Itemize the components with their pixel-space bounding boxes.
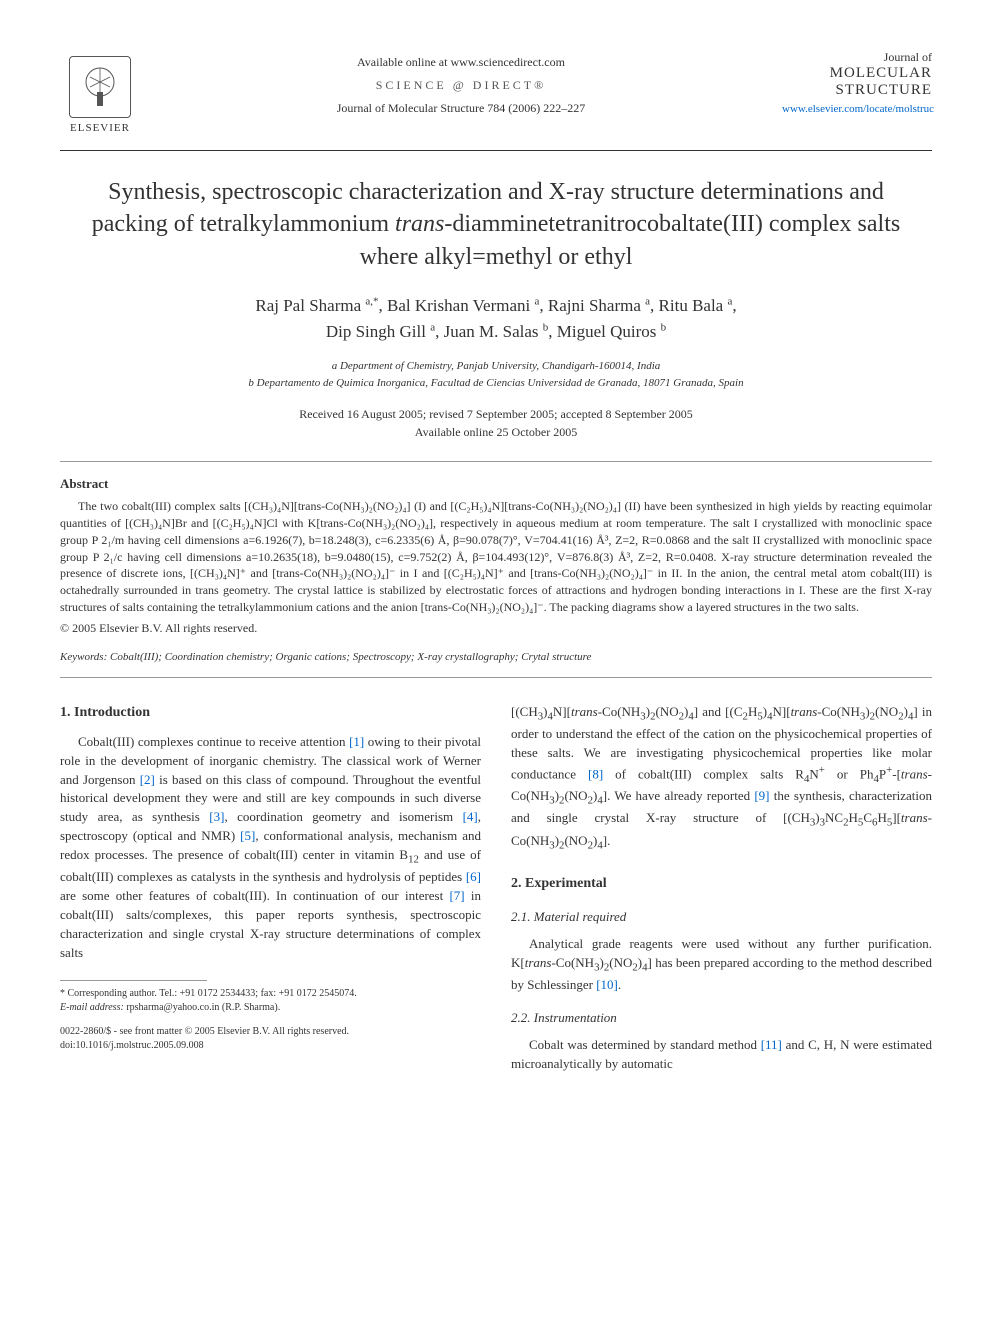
email-line: E-mail address: rpsharma@yahoo.co.in (R.… [60,1001,481,1015]
ref-7[interactable]: [7] [449,888,464,903]
dates: Received 16 August 2005; revised 7 Septe… [60,405,932,441]
abstract-bottom-rule [60,677,932,678]
journal-title-box: Journal of MOLECULAR STRUCTURE www.elsev… [782,50,932,115]
affiliation-a: a Department of Chemistry, Panjab Univer… [60,358,932,375]
authors-line-1: Raj Pal Sharma a,*, Bal Krishan Vermani … [60,293,932,319]
experimental-heading: 2. Experimental [511,874,932,894]
footnote-separator [60,980,207,981]
body-columns: 1. Introduction Cobalt(III) complexes co… [60,703,932,1078]
keywords: Keywords: Cobalt(III); Coordination chem… [60,651,932,663]
dates-online: Available online 25 October 2005 [60,423,932,441]
right-column: [(CH3)4N][trans-Co(NH3)2(NO2)4] and [(C2… [511,703,932,1078]
ref-4[interactable]: [4] [463,809,478,824]
corresponding-author: * Corresponding author. Tel.: +91 0172 2… [60,987,481,1001]
journal-reference: Journal of Molecular Structure 784 (2006… [140,101,782,116]
journal-of-label: Journal of [782,50,932,65]
abstract-body: The two cobalt(III) complex salts [(CH₃)… [60,498,932,636]
footnote-block: * Corresponding author. Tel.: +91 0172 2… [60,987,481,1015]
email-value: rpsharma@yahoo.co.in (R.P. Sharma). [126,1002,280,1013]
header-rule [60,150,932,151]
journal-link[interactable]: www.elsevier.com/locate/molstruc [782,103,932,115]
dates-received: Received 16 August 2005; revised 7 Septe… [60,405,932,423]
intro-para-1: Cobalt(III) complexes continue to receiv… [60,733,481,963]
keywords-list: Cobalt(III); Coordination chemistry; Org… [110,651,591,663]
intro-heading: 1. Introduction [60,703,481,723]
material-heading: 2.1. Material required [511,908,932,927]
material-body: Analytical grade reagents were used with… [511,935,932,995]
authors-line-2: Dip Singh Gill a, Juan M. Salas b, Migue… [60,319,932,345]
available-text: Available online at www.sciencedirect.co… [140,55,782,70]
instrumentation-body: Cobalt was determined by standard method… [511,1036,932,1074]
journal-name: MOLECULAR STRUCTURE [782,65,932,99]
ref-6[interactable]: [6] [466,869,481,884]
intro-para-2: [(CH3)4N][trans-Co(NH3)2(NO2)4] and [(C2… [511,703,932,854]
keywords-label: Keywords: [60,651,107,663]
instrumentation-heading: 2.2. Instrumentation [511,1009,932,1028]
issn-line: 0022-2860/$ - see front matter © 2005 El… [60,1025,481,1039]
header-row: ELSEVIER Available online at www.science… [60,50,932,140]
ref-10[interactable]: [10] [596,977,618,992]
center-header: Available online at www.sciencedirect.co… [140,50,782,116]
abstract-heading: Abstract [60,476,932,492]
elsevier-logo: ELSEVIER [60,50,140,140]
ref-11[interactable]: [11] [761,1037,782,1052]
affiliation-b: b Departamento de Quimica Inorganica, Fa… [60,375,932,392]
abstract-top-rule [60,461,932,462]
ref-5[interactable]: [5] [240,828,255,843]
ref-9[interactable]: [9] [754,788,769,803]
ref-1[interactable]: [1] [349,734,364,749]
affiliations: a Department of Chemistry, Panjab Univer… [60,358,932,391]
authors: Raj Pal Sharma a,*, Bal Krishan Vermani … [60,293,932,344]
ref-8[interactable]: [8] [588,766,603,781]
article-title: Synthesis, spectroscopic characterizatio… [80,176,912,273]
ref-2[interactable]: [2] [140,772,155,787]
abstract-text: The two cobalt(III) complex salts [(CH₃)… [60,499,932,614]
left-column: 1. Introduction Cobalt(III) complexes co… [60,703,481,1078]
elsevier-name: ELSEVIER [70,122,130,134]
elsevier-tree-icon [69,56,131,118]
page-root: ELSEVIER Available online at www.science… [0,0,992,1128]
email-label: E-mail address: [60,1002,124,1013]
sciencedirect-logo: SCIENCE @ DIRECT® [140,78,782,93]
abstract-copyright: © 2005 Elsevier B.V. All rights reserved… [60,620,932,637]
ref-3[interactable]: [3] [209,809,224,824]
doi-line: doi:10.1016/j.molstruc.2005.09.008 [60,1039,481,1053]
